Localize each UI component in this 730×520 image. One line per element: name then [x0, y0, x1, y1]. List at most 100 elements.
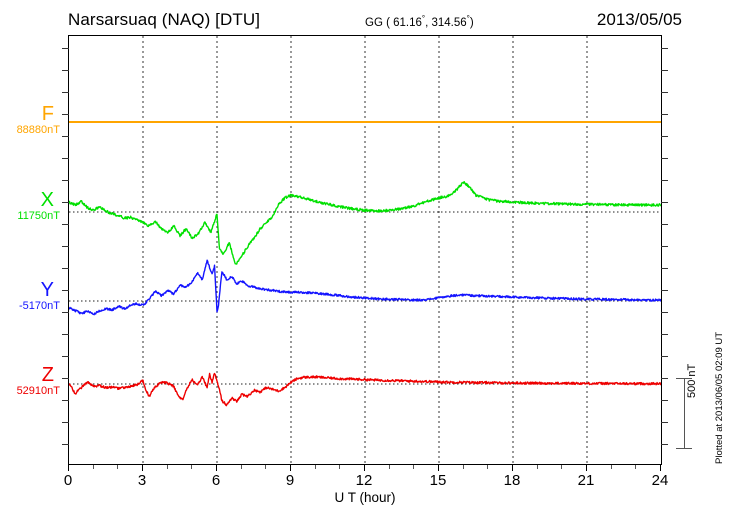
y-axis-tick	[62, 268, 69, 269]
x-axis-tick-minor	[191, 465, 193, 469]
y-axis-tick-right	[661, 92, 668, 93]
y-axis-tick	[62, 92, 69, 93]
x-axis-tick-major	[68, 465, 69, 471]
y-axis-tick-right	[661, 334, 668, 335]
scale-bar-label: 500 nT	[686, 363, 698, 398]
degree-icon-2: °	[466, 14, 470, 23]
x-axis-label: 3	[137, 472, 147, 489]
y-axis-tick-right	[661, 400, 668, 401]
y-axis-tick-right	[661, 444, 668, 445]
trace-z	[69, 372, 661, 407]
x-axis-tick-major	[290, 465, 291, 471]
y-axis-tick	[62, 378, 69, 379]
x-axis-tick-major	[216, 465, 217, 471]
y-axis-tick	[62, 114, 69, 115]
x-axis-tick-minor	[610, 465, 612, 469]
x-axis-tick-major	[512, 465, 513, 471]
x-axis-tick-minor	[265, 465, 267, 469]
component-baseline-z: 52910nT	[16, 385, 60, 397]
chart-header: Narsarsuaq (NAQ) [DTU] GG ( 61.16°, 314.…	[0, 0, 730, 34]
y-axis-tick	[62, 158, 69, 159]
y-axis-tick	[62, 180, 69, 181]
x-axis-tick-minor	[536, 465, 538, 469]
x-axis-label: 18	[503, 472, 521, 489]
magnetogram-plot-area	[62, 35, 668, 465]
x-axis-tick-minor	[92, 465, 94, 469]
component-symbol-x: X	[40, 189, 54, 211]
x-axis-tick-minor	[339, 465, 341, 469]
y-axis-tick	[62, 356, 69, 357]
y-axis-tick-right	[661, 70, 668, 71]
trace-canvas	[69, 36, 661, 464]
geographic-coordinates: GG ( 61.16°, 314.56°)	[365, 14, 474, 29]
y-axis-tick-right	[661, 312, 668, 313]
x-axis-label: 6	[211, 472, 221, 489]
y-axis-tick-right	[661, 268, 668, 269]
x-axis-tick-minor	[413, 465, 415, 469]
component-label-z: Z 52910nT	[2, 365, 60, 398]
scale-bar	[684, 378, 685, 448]
component-label-x: X 11750nT	[2, 190, 60, 223]
y-axis-tick-right	[661, 48, 668, 49]
x-axis-label: 15	[429, 472, 447, 489]
trace-x	[69, 181, 661, 265]
coord-suffix: )	[469, 16, 474, 29]
x-axis-tick-major	[142, 465, 143, 471]
component-symbol-f: F	[41, 103, 54, 125]
x-axis-tick-major	[660, 465, 661, 471]
coord-prefix: GG ( 61.16	[365, 16, 422, 29]
y-axis-tick-right	[661, 356, 668, 357]
observation-date: 2013/05/05	[596, 10, 682, 29]
y-axis-tick	[62, 312, 69, 313]
x-axis-label: 24	[651, 472, 669, 489]
component-symbol-y: Y	[40, 279, 54, 301]
y-axis-tick-right	[661, 290, 668, 291]
y-axis-tick	[62, 224, 69, 225]
y-axis-tick	[62, 422, 69, 423]
x-axis-tick-minor	[166, 465, 168, 469]
y-axis-tick-right	[661, 422, 668, 423]
x-axis-tick-major	[438, 465, 439, 471]
degree-icon: °	[421, 14, 426, 23]
x-axis-label: 21	[577, 472, 595, 489]
coord-mid: , 314.56	[425, 16, 467, 29]
x-axis-tick-major	[586, 465, 587, 471]
scale-bar-top-cap	[676, 378, 692, 379]
y-axis-tick-right	[661, 202, 668, 203]
y-axis-tick-right	[661, 378, 668, 379]
component-symbol-z: Z	[41, 364, 54, 386]
component-label-f: F 88880nT	[2, 104, 60, 137]
x-axis-tick-minor	[462, 465, 464, 469]
y-axis-tick	[62, 48, 69, 49]
y-axis-tick-right	[661, 224, 668, 225]
y-axis-tick	[62, 202, 69, 203]
component-label-y: Y -5170nT	[2, 280, 60, 313]
y-axis-tick-right	[661, 180, 668, 181]
y-axis-tick	[62, 70, 69, 71]
component-baseline-f: 88880nT	[16, 124, 60, 136]
x-axis-title: U T (hour)	[334, 490, 396, 505]
component-baseline-x: 11750nT	[17, 210, 60, 222]
y-axis-tick-right	[661, 136, 668, 137]
y-axis-tick	[62, 246, 69, 247]
trace-y	[69, 259, 661, 316]
x-axis-tick-minor	[240, 465, 242, 469]
x-axis-label: 12	[355, 472, 373, 489]
x-axis-tick-minor	[487, 465, 489, 469]
y-axis-tick	[62, 400, 69, 401]
y-axis-tick	[62, 334, 69, 335]
y-axis-tick	[62, 290, 69, 291]
component-baseline-y: -5170nT	[19, 300, 60, 312]
x-axis-label: 9	[285, 472, 295, 489]
station-title: Narsarsuaq (NAQ) [DTU]	[68, 10, 261, 29]
x-axis-tick-major	[364, 465, 365, 471]
x-axis-tick-minor	[314, 465, 316, 469]
y-axis-tick	[62, 444, 69, 445]
scale-bar-bottom-cap	[676, 448, 692, 449]
x-axis-tick-minor	[117, 465, 119, 469]
x-axis-tick-minor	[561, 465, 563, 469]
y-axis-tick-right	[661, 158, 668, 159]
y-axis-tick	[62, 136, 69, 137]
x-axis-tick-minor	[635, 465, 637, 469]
